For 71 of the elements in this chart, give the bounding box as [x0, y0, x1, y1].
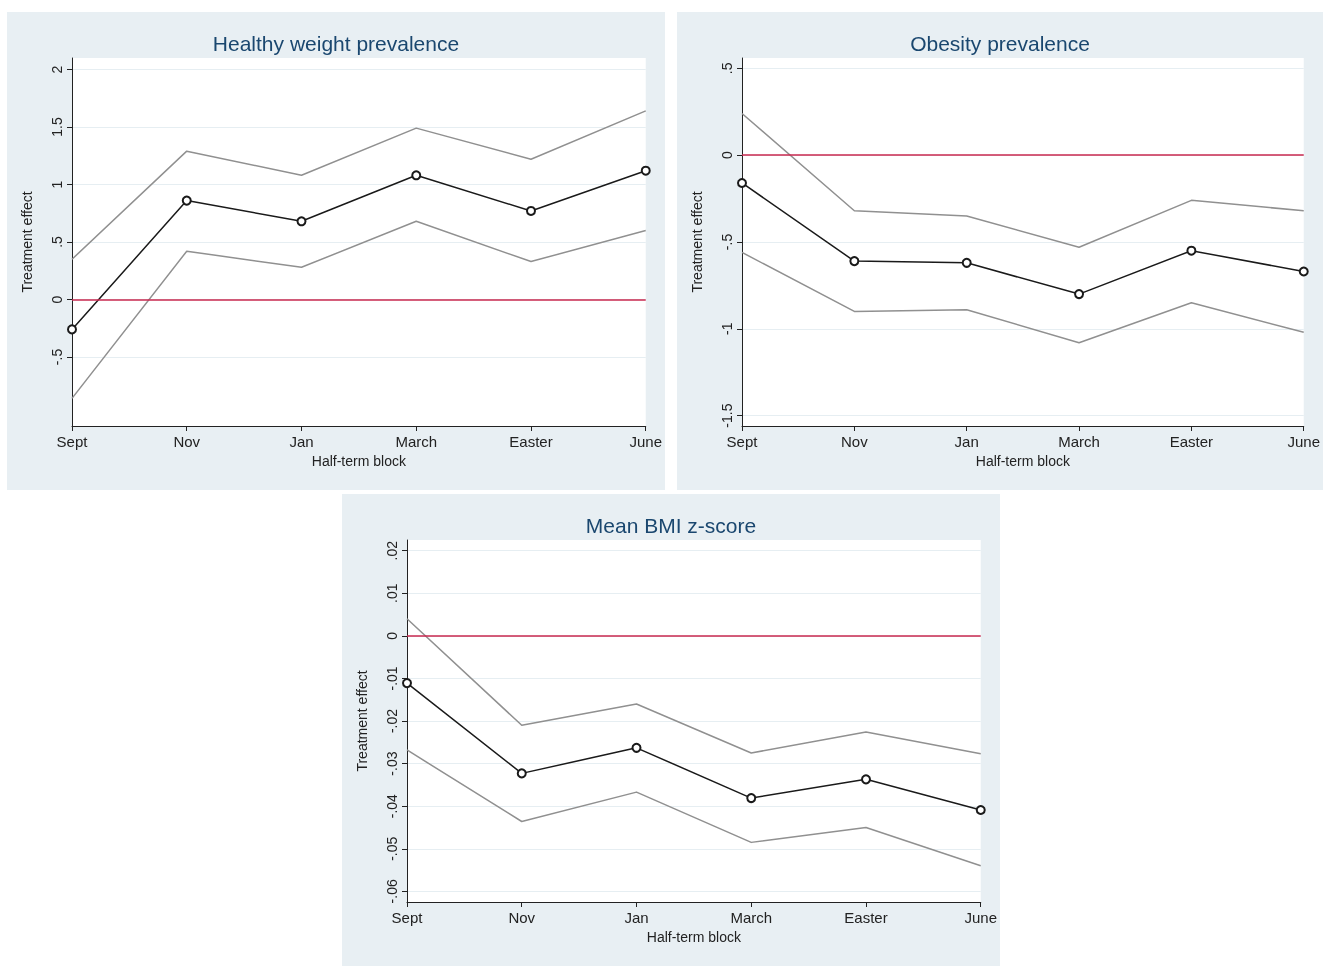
line-series: [406, 749, 982, 867]
point: [411, 170, 422, 181]
x-tick-label: Nov: [508, 909, 536, 926]
y-tick-label: 2: [49, 65, 65, 74]
x-tick-label: March: [395, 433, 438, 450]
point: [1298, 266, 1309, 277]
y-tick-label: 0: [384, 631, 400, 640]
point: [1074, 289, 1085, 300]
y-tick-label: -.5: [49, 348, 65, 366]
x-tick-label: Easter: [1169, 433, 1214, 450]
point: [526, 205, 536, 216]
x-tick-label: Sept: [56, 433, 89, 450]
x-tick-label: Jan: [289, 433, 314, 450]
point: [640, 165, 651, 176]
x-tick-label: March: [1058, 433, 1100, 450]
y-axis-title: Treatment effect: [689, 191, 705, 293]
y-axis-title: Treatment effect: [19, 191, 35, 293]
y-tick-label: 1: [49, 180, 65, 189]
point: [631, 742, 642, 753]
point: [849, 256, 860, 267]
y-tick-label: 0: [719, 151, 735, 160]
point: [961, 257, 972, 268]
chart-title: Obesity prevalence: [910, 32, 1090, 55]
point: [861, 774, 871, 785]
y-tick-label: -1.5: [719, 403, 735, 428]
x-axis-title: Half-term block: [311, 453, 407, 469]
x-tick-label: Nov: [841, 433, 869, 450]
line-series: [71, 110, 647, 260]
y-tick-label: -1: [719, 322, 735, 336]
line-series: [741, 251, 1305, 344]
y-tick-label: 0: [49, 295, 65, 304]
point: [746, 793, 757, 804]
y-axis-title: Treatment effect: [354, 670, 370, 772]
x-tick-label: Easter: [844, 909, 888, 926]
point: [67, 324, 77, 335]
y-tick-label: 1.5: [49, 117, 65, 137]
x-tick-label: June: [629, 433, 662, 450]
chart-title: Mean BMI z-score: [585, 514, 757, 537]
line-series: [71, 220, 647, 400]
x-tick-label: Sept: [726, 433, 759, 450]
x-axis-title: Half-term block: [975, 453, 1071, 469]
x-tick-label: Easter: [509, 433, 553, 450]
x-axis-title: Half-term block: [646, 929, 742, 945]
y-tick-label: -.03: [384, 751, 400, 776]
x-tick-label: Nov: [173, 433, 201, 450]
point: [181, 195, 192, 206]
y-tick-label: -.05: [384, 836, 400, 861]
y-tick-label: -.02: [384, 708, 400, 734]
y-tick-label: .5: [719, 62, 735, 75]
y-tick-label: .5: [49, 235, 65, 248]
line-series: [406, 618, 982, 755]
point: [975, 805, 986, 816]
y-tick-label: -.01: [384, 666, 400, 691]
point: [402, 678, 412, 689]
point: [296, 216, 307, 227]
point: [1186, 245, 1197, 256]
x-tick-label: March: [730, 909, 773, 926]
x-tick-label: June: [964, 909, 997, 926]
x-tick-label: Jan: [954, 433, 979, 450]
chart-title: Healthy weight prevalence: [212, 32, 460, 55]
y-tick-label: -.5: [719, 233, 735, 251]
y-tick-label: -.04: [384, 793, 400, 819]
point: [516, 768, 527, 779]
y-tick-label: .02: [384, 540, 400, 561]
x-tick-label: Jan: [624, 909, 649, 926]
line-series: [741, 112, 1305, 248]
point: [737, 177, 747, 188]
y-tick-label: .01: [384, 583, 400, 603]
x-tick-label: Sept: [391, 909, 424, 926]
x-tick-label: June: [1287, 433, 1320, 450]
y-tick-label: -.06: [384, 879, 400, 904]
